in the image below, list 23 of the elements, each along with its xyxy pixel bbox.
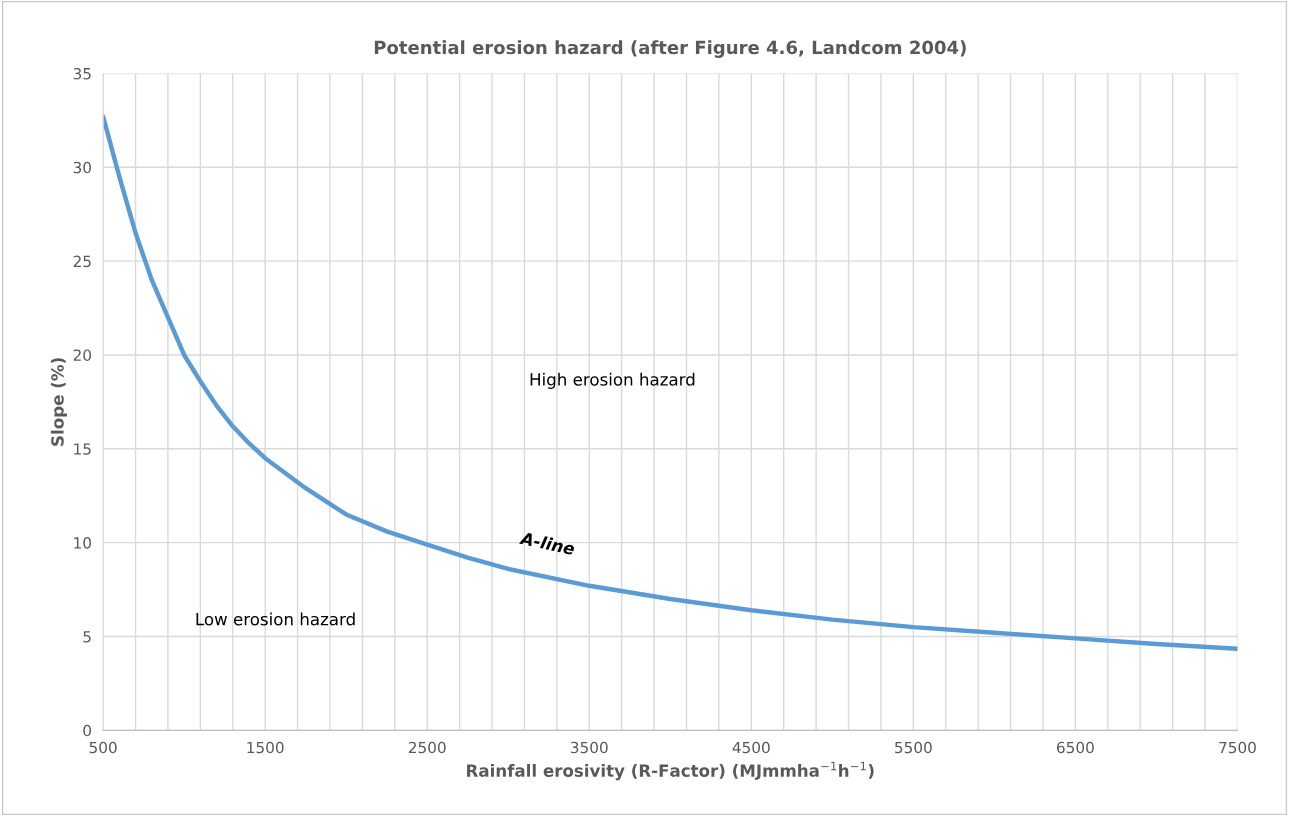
y-tick-label: 5 bbox=[83, 631, 91, 643]
x-tick-label: 7500 bbox=[1219, 741, 1256, 754]
x-tick-label: 500 bbox=[89, 741, 117, 754]
x-tick-label: 2500 bbox=[408, 741, 446, 754]
x-tick-label: 4500 bbox=[732, 741, 770, 754]
x-axis-title: Rainfall erosivity (R-Factor) (MJmmha$^{−1}$h$^{−1}$) bbox=[467, 761, 874, 781]
x-tick-label: 6500 bbox=[1057, 741, 1094, 754]
x-tick-label: 3500 bbox=[570, 741, 608, 754]
x-tick-label: 5500 bbox=[895, 741, 932, 754]
annotation: Low erosion hazard bbox=[196, 612, 355, 626]
y-tick-label: 15 bbox=[74, 443, 91, 455]
y-tick-label: 20 bbox=[73, 349, 91, 361]
y-tick-label: 30 bbox=[73, 161, 91, 174]
chart-title: Potential erosion hazard (after Figure 4.6, Landcom 2004) bbox=[374, 40, 966, 58]
y-tick-label: 10 bbox=[74, 537, 91, 549]
text: A-line bbox=[518, 531, 576, 556]
y-tick-label: 25 bbox=[73, 255, 91, 268]
y-tick-label: 35 bbox=[73, 67, 91, 80]
x-tick-label: 1500 bbox=[247, 741, 284, 754]
y-tick-label: 0 bbox=[83, 724, 91, 737]
annotation: High erosion hazard bbox=[530, 372, 695, 389]
line-series bbox=[103, 114, 1238, 651]
y-axis-title: Slope (%) bbox=[50, 358, 68, 446]
